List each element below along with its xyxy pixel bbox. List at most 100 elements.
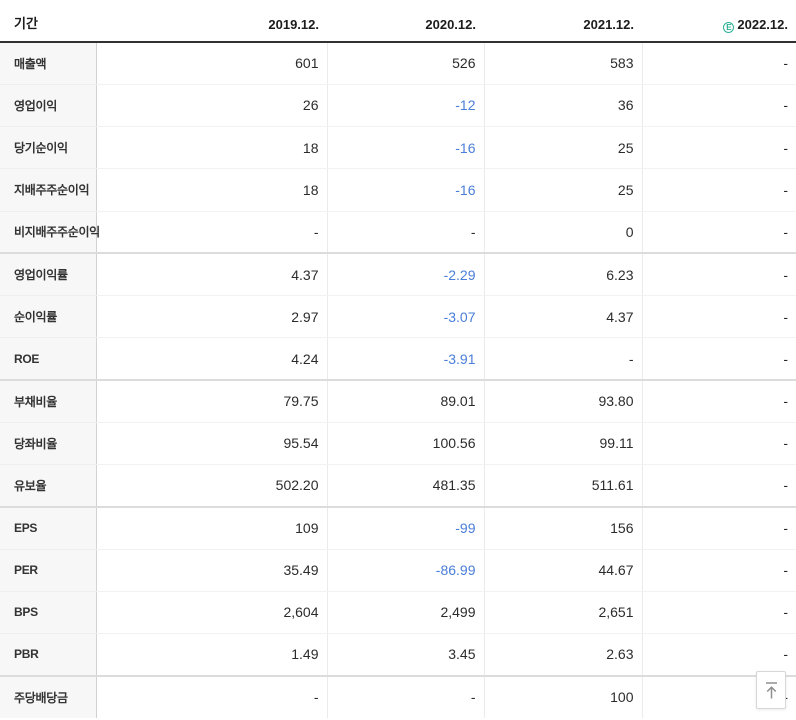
table-row: 영업이익 26 -12 36- [0,84,796,128]
cell-value: -3.07 [326,295,484,339]
row-label: 유보율 [0,464,97,508]
cell-value: 0 [483,211,642,255]
cell-value: - [641,464,796,508]
cell-value: - [641,295,796,339]
cell-value: 3.45 [326,633,484,677]
cell-value: 44.67 [483,549,642,592]
cell-value: - [483,337,642,382]
cell-value: - [641,253,796,297]
cell-value: - [326,675,484,718]
scroll-to-top-button[interactable] [756,671,786,709]
table-row: 영업이익률 4.37 -2.29 6.23- [0,253,796,297]
cell-value: 526 [326,42,484,85]
arrow-up-icon [765,681,777,698]
table-row: 순이익률 2.97 -3.07 4.37- [0,295,796,339]
table-body: 매출액 601 526 583- 영업이익 26 -12 36- 당기순이익 18 -16 25- 지배… [0,42,796,718]
table-row: PER 35.49 -86.99 44.67- [0,549,796,592]
row-label: ROE [0,337,97,382]
cell-value: - [641,633,796,677]
cell-value: - [641,84,796,128]
row-label: 비지배주주순이익 [0,211,100,255]
cell-value: 4.37 [483,295,642,339]
cell-value: 6.23 [483,253,642,297]
cell-value: 36 [483,84,642,128]
cell-value: - [641,126,796,170]
cell-value: -12 [326,84,484,128]
cell-value: -16 [326,168,484,212]
table-row: 당기순이익 18 -16 25- [0,126,796,170]
table-row: 주당배당금--100- [0,675,796,718]
cell-value: 156 [483,506,642,550]
cell-value: 100 [483,675,642,718]
column-header-2022-12-label: 2022.12. [737,16,788,32]
cell-value: 511.61 [483,464,642,508]
cell-value: 2.97 [96,295,327,339]
table-header-row: 기간 2019.12. 2020.12. 2021.12. E 2022.12. [0,0,796,43]
cell-value: - [96,675,327,718]
table-row: 지배주주순이익 18 -16 25- [0,168,796,212]
cell-value: - [641,506,796,550]
cell-value: 89.01 [326,380,484,423]
row-label: 부채비율 [0,380,97,423]
cell-value: 502.20 [96,464,327,508]
table-row: ROE 4.24 -3.91- - [0,337,796,382]
column-header-2021-12: 2021.12. [484,0,642,43]
table-row: PBR 1.49 3.45 2.63- [0,633,796,677]
cell-value: 2,651 [483,591,642,635]
row-label: 영업이익률 [0,253,97,297]
column-header-2022-12-estimate: E 2022.12. [642,0,796,43]
estimate-icon: E [723,22,735,33]
cell-value: 4.24 [96,337,327,382]
cell-value: - [641,168,796,212]
cell-value: - [641,380,796,423]
table-row: 유보율 502.20 481.35 511.61- [0,464,796,508]
cell-value: 100.56 [326,422,484,466]
cell-value: 2,604 [96,591,327,635]
row-label: BPS [0,591,97,635]
row-label: 당기순이익 [0,126,97,170]
cell-value: 26 [96,84,327,128]
cell-value: 93.80 [483,380,642,423]
cell-value: 2,499 [326,591,484,635]
table-row: 부채비율 79.75 89.01 93.80- [0,380,796,423]
cell-value: 25 [483,126,642,170]
cell-value: -99 [326,506,484,550]
table-row: BPS 2,604 2,499 2,651- [0,591,796,635]
cell-value: 79.75 [96,380,327,423]
table-row: 비지배주주순이익 - -0- [0,211,796,255]
row-label: PBR [0,633,97,677]
cell-value: 481.35 [326,464,484,508]
cell-value: - [641,549,796,592]
cell-value: 583 [483,42,642,85]
cell-value: - [326,211,484,255]
cell-value: 601 [96,42,327,85]
cell-value: -2.29 [326,253,484,297]
cell-value: 4.37 [96,253,327,297]
period-header: 기간 [0,0,96,43]
cell-value: 95.54 [96,422,327,466]
table-row: 매출액 601 526 583- [0,42,796,85]
table-row: EPS 109 -99 156- [0,506,796,550]
row-label: 주당배당금 [0,675,97,718]
cell-value: - [641,591,796,635]
cell-value: 25 [483,168,642,212]
cell-value: - [641,422,796,466]
row-label: 순이익률 [0,295,97,339]
table-row: 당좌비율 95.54 100.56 99.11- [0,422,796,466]
cell-value: 18 [96,168,327,212]
cell-value: - [641,42,796,85]
cell-value: - [641,337,796,382]
cell-value: - [96,211,327,255]
cell-value: -3.91 [326,337,484,382]
cell-value: 99.11 [483,422,642,466]
row-label: EPS [0,506,97,550]
cell-value: - [641,211,796,255]
row-label: PER [0,549,97,592]
cell-value: -86.99 [326,549,484,592]
cell-value: 18 [96,126,327,170]
row-label: 매출액 [0,42,97,85]
column-header-2020-12: 2020.12. [327,0,484,43]
cell-value: 1.49 [96,633,327,677]
cell-value: 35.49 [96,549,327,592]
